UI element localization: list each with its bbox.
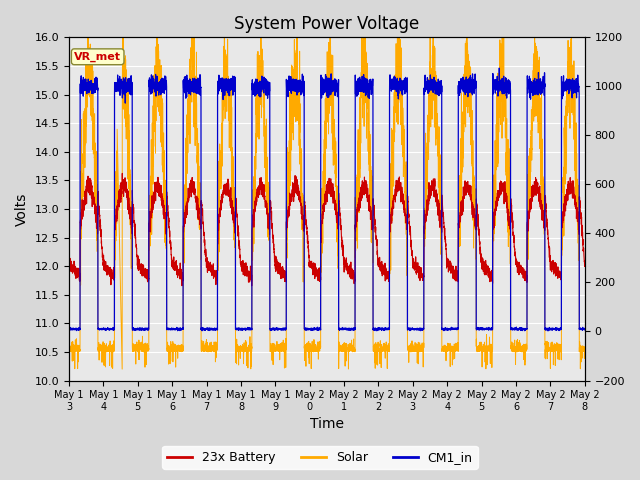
Y-axis label: Volts: Volts [15,192,29,226]
X-axis label: Time: Time [310,418,344,432]
Text: VR_met: VR_met [74,52,121,62]
Legend: 23x Battery, Solar, CM1_in: 23x Battery, Solar, CM1_in [163,446,477,469]
Title: System Power Voltage: System Power Voltage [234,15,420,33]
